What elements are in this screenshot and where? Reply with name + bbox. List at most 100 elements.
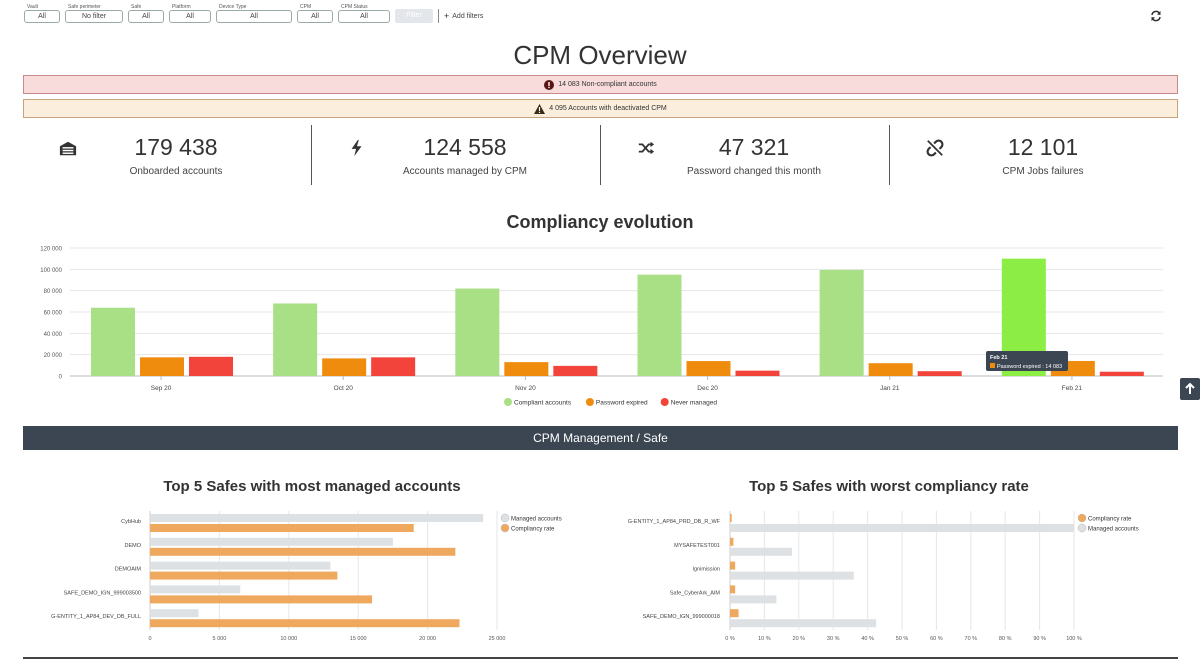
- x-tick-label: Dec 20: [697, 385, 718, 392]
- filter-label: CPM Status: [341, 4, 368, 10]
- bar-compliant-accounts: [637, 274, 682, 376]
- page-title: CPM Overview: [513, 40, 687, 70]
- y-category-label: Ignimission: [692, 567, 720, 573]
- plus-icon: +: [444, 11, 450, 21]
- bar-managed-accounts: [730, 619, 877, 628]
- filter-safe[interactable]: Safe All: [128, 4, 164, 23]
- y-category-label: G-ENTITY_1_AP84_PRD_DB_R_WF: [628, 519, 721, 525]
- bar-password-expired: [504, 362, 549, 376]
- filter-label: Vault: [27, 4, 39, 10]
- x-tick-label: Jan 21: [880, 385, 900, 392]
- filter-select[interactable]: All: [169, 10, 211, 23]
- filter-select[interactable]: All: [216, 10, 292, 23]
- bar-never-managed: [917, 371, 962, 376]
- kpi-label: Accounts managed by CPM: [403, 166, 527, 177]
- filter-select[interactable]: All: [24, 10, 60, 23]
- y-category-label: SAFE_DEMO_IGN_999000018: [643, 614, 720, 620]
- bar-compliant-accounts: [455, 288, 500, 376]
- bolt-icon: [351, 139, 362, 157]
- compliancy-title: Compliancy evolution: [506, 212, 694, 232]
- legend-marker: [660, 398, 669, 406]
- filter-cpm[interactable]: CPM All: [297, 4, 333, 23]
- x-tick-label: Oct 20: [334, 385, 354, 392]
- add-filters-button[interactable]: + Add filters: [444, 11, 483, 21]
- arrow-up-icon: [1185, 382, 1195, 394]
- filter-select[interactable]: All: [297, 10, 333, 23]
- add-filters-label: Add filters: [452, 12, 484, 20]
- y-tick-label: 80 000: [44, 289, 63, 295]
- bar-compliancy-rate: [730, 561, 736, 570]
- kpi-onboarded: 179 438 Onboarded accounts: [23, 125, 312, 185]
- deactivated-cpm-alert[interactable]: 4 095 Accounts with deactivated CPM: [23, 99, 1178, 118]
- x-tick-label: 20 000: [419, 636, 436, 642]
- kpi-value: 179 438: [134, 134, 218, 160]
- bar-password-expired: [322, 358, 367, 376]
- bar-compliant-accounts: [819, 269, 864, 376]
- bar-compliancy-rate: [730, 585, 736, 594]
- filter-vault[interactable]: Vault All: [24, 4, 60, 23]
- unlink-icon: [926, 139, 944, 157]
- y-tick-label: 120 000: [40, 247, 62, 253]
- filter-label: CPM: [300, 4, 312, 10]
- y-category-label: DEMOAIM: [115, 567, 142, 573]
- noncompliant-alert[interactable]: 14 083 Non-compliant accounts: [23, 75, 1178, 94]
- y-tick-label: 0: [59, 375, 63, 381]
- bar-managed-accounts: [150, 537, 393, 546]
- filter-platform[interactable]: Platform All: [169, 4, 211, 23]
- x-tick-label: 40 %: [861, 636, 874, 642]
- legend-label: Compliant accounts: [514, 400, 572, 407]
- filter-select[interactable]: All: [128, 10, 164, 23]
- x-tick-label: 10 000: [280, 636, 297, 642]
- bar-managed-accounts: [730, 547, 792, 556]
- bar-never-managed: [189, 356, 233, 376]
- kpi-value: 124 558: [423, 134, 507, 160]
- x-tick-label: 80 %: [999, 636, 1012, 642]
- legend-marker: [1077, 513, 1087, 523]
- filter-button[interactable]: Filter: [395, 9, 433, 23]
- filter-device-type[interactable]: Device Type All: [216, 4, 292, 23]
- bar-compliancy-rate: [150, 595, 373, 604]
- worst-compliancy-title: Top 5 Safes with worst compliancy rate: [749, 478, 1029, 495]
- x-tick-label: 20 %: [793, 636, 806, 642]
- scroll-top-button[interactable]: [1180, 378, 1200, 400]
- x-tick-label: 60 %: [930, 636, 943, 642]
- bar-managed-accounts: [150, 585, 241, 594]
- legend-label: Managed accounts: [511, 517, 562, 523]
- filter-select[interactable]: No filter: [65, 10, 123, 23]
- y-category-label: Safe_CyberArk_AIM: [670, 590, 721, 596]
- legend-label: Password expired: [596, 400, 648, 407]
- filter-select[interactable]: All: [338, 10, 390, 23]
- legend-label: Managed accounts: [1088, 527, 1139, 533]
- legend-label: Compliancy rate: [511, 527, 555, 533]
- kpi-managed: 124 558 Accounts managed by CPM: [312, 125, 601, 185]
- refresh-icon[interactable]: [1150, 10, 1162, 22]
- bar-password-expired: [868, 363, 913, 376]
- kpi-cpm-failures: 12 101 CPM Jobs failures: [890, 125, 1178, 185]
- divider: [438, 9, 439, 23]
- bar-compliancy-rate: [150, 619, 460, 628]
- bar-compliant-accounts: [273, 303, 318, 376]
- x-tick-label: 10 %: [758, 636, 771, 642]
- x-tick-label: 70 %: [965, 636, 978, 642]
- kpi-label: Password changed this month: [687, 166, 821, 177]
- legend-marker: [1077, 523, 1087, 533]
- bar-managed-accounts: [150, 514, 484, 522]
- legend-label: Compliancy rate: [1088, 517, 1132, 523]
- alert-text: 14 083 Non-compliant accounts: [558, 81, 657, 88]
- bar-managed-accounts: [150, 561, 331, 570]
- kpi-password-changed: 47 321 Password changed this month: [601, 125, 890, 185]
- bar-never-managed: [553, 365, 598, 376]
- x-tick-label: 5 000: [213, 636, 227, 642]
- bar-never-managed: [1099, 371, 1144, 376]
- filter-cpm-status[interactable]: CPM Status All: [338, 4, 390, 23]
- y-category-label: SAFE_DEMO_IGN_999003500: [64, 590, 141, 596]
- kpi-value: 12 101: [1007, 134, 1079, 160]
- x-tick-label: 0: [148, 636, 151, 642]
- legend-marker: [585, 398, 594, 406]
- tooltip-marker: [990, 363, 995, 368]
- y-tick-label: 40 000: [44, 332, 63, 338]
- legend-marker: [500, 523, 510, 533]
- bar-never-managed: [735, 370, 780, 376]
- filter-label: Safe: [131, 4, 142, 10]
- filter-safe-perimeter[interactable]: Safe perimeter No filter: [65, 4, 123, 23]
